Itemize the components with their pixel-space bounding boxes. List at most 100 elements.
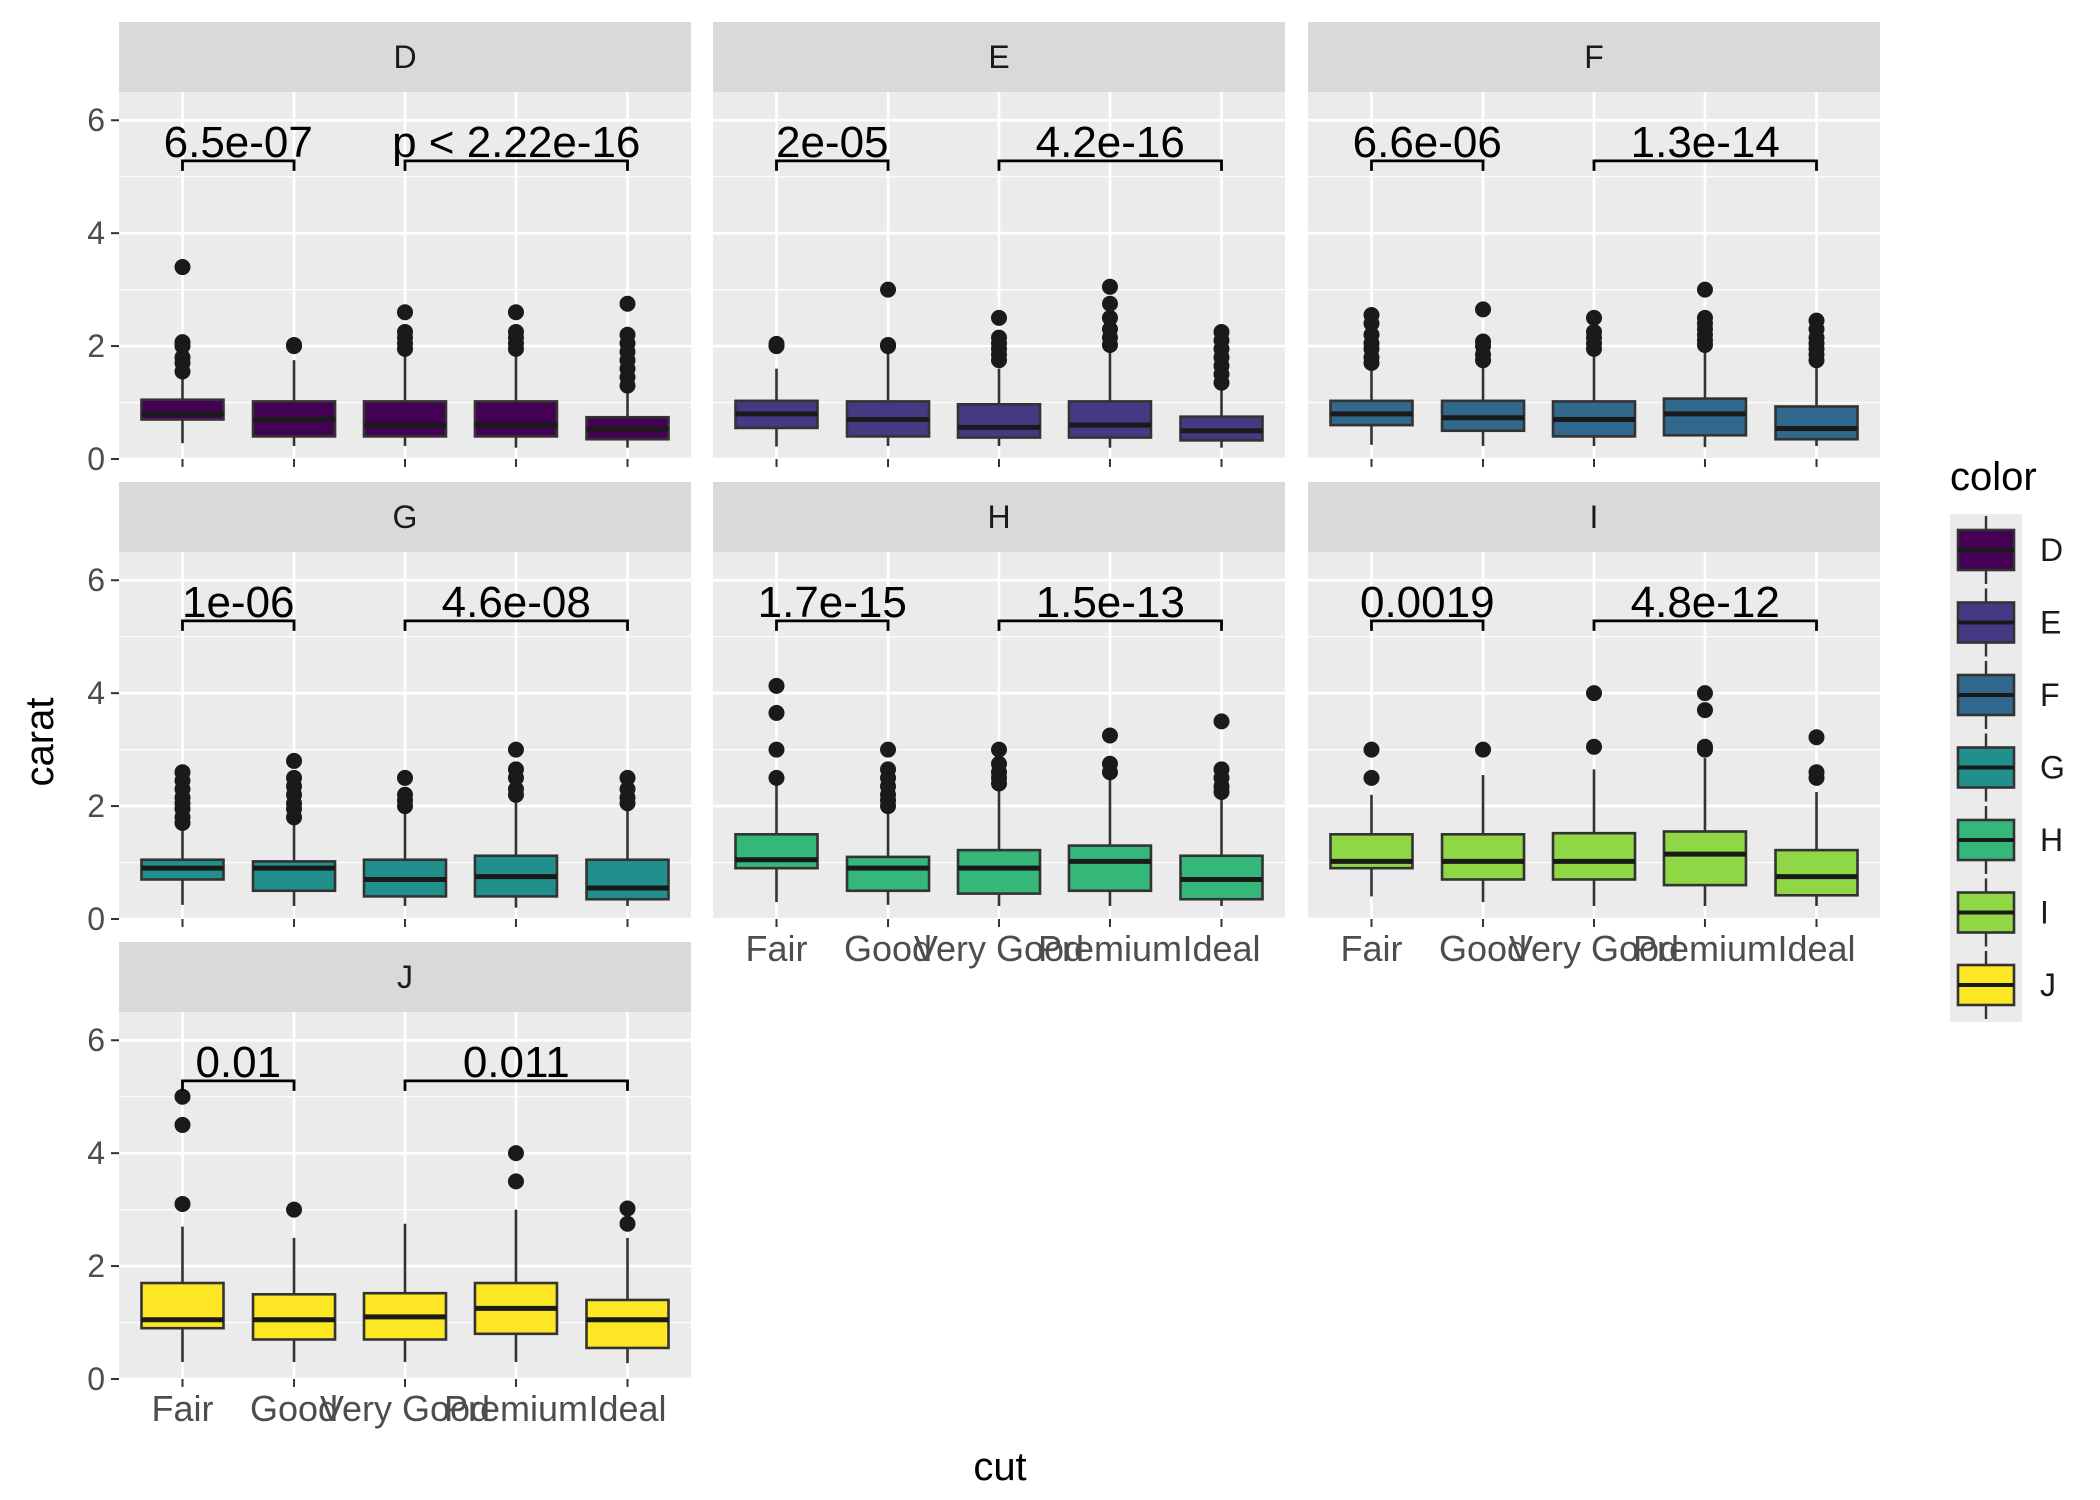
box-iqr: [1067, 400, 1153, 439]
facet-strip: [119, 942, 691, 1012]
p-value-label: 1.7e-15: [758, 578, 907, 627]
box-iqr: [362, 400, 448, 438]
box-iqr: [1551, 831, 1637, 881]
legend-label: D: [2040, 532, 2063, 568]
outlier-point: [174, 1195, 191, 1212]
box-iqr: [251, 1293, 337, 1341]
box-iqr: [1774, 848, 1859, 897]
p-value-label: 0.0019: [1360, 578, 1495, 627]
outlier-point: [174, 334, 191, 351]
x-tick-label: Very Good: [914, 928, 1084, 969]
bracket-line: [997, 619, 1223, 631]
p-value-label: 6.5e-07: [164, 118, 313, 167]
outlier-point: [174, 1116, 191, 1133]
box-fair: [1329, 307, 1414, 445]
box-ideal: [1774, 729, 1859, 907]
legend-label: F: [2040, 677, 2060, 713]
outlier-point: [507, 1173, 524, 1190]
outlier-point: [880, 281, 897, 298]
comparison-bracket: 4.6e-08: [403, 578, 629, 631]
p-value-label: 4.8e-12: [1631, 578, 1780, 627]
bracket-line: [403, 1079, 629, 1091]
outlier-point: [397, 786, 413, 803]
outlier-point: [1101, 321, 1118, 338]
x-tick-label: Ideal: [1182, 928, 1260, 969]
outlier-point: [1363, 307, 1380, 324]
box-premium: [1662, 281, 1748, 448]
outlier-point: [1101, 295, 1118, 312]
box-premium: [1067, 727, 1153, 907]
outlier-point: [619, 295, 636, 312]
outlier-point: [174, 764, 191, 781]
outlier-point: [619, 769, 636, 786]
legend-entry-D: D: [1956, 516, 2063, 584]
box-very-good: [956, 741, 1042, 907]
outlier-point: [768, 677, 785, 694]
facet-panel-F: F 6.6e-06 1.3e-14: [1308, 22, 1880, 467]
outlier-point: [768, 335, 785, 352]
box-premium: [473, 741, 559, 908]
x-tick-label: Very Good: [320, 1388, 490, 1429]
facet-strip-label: D: [393, 39, 416, 75]
box-fair: [734, 335, 819, 447]
box-iqr: [1662, 397, 1748, 437]
facet-strip: [1308, 22, 1880, 92]
outlier-point: [1586, 309, 1602, 326]
bracket-line: [403, 619, 629, 631]
bracket-line: [181, 159, 296, 171]
box-fair: [140, 259, 225, 444]
legend-entry-E: E: [1956, 588, 2061, 657]
facet-strip: [713, 22, 1285, 92]
box-iqr: [1774, 405, 1859, 441]
facet-strip-label: E: [988, 39, 1009, 75]
outlier-point: [619, 781, 636, 798]
box-good: [251, 336, 337, 447]
x-axis-title: cut: [973, 1445, 1026, 1489]
comparison-bracket: 1e-06: [181, 578, 296, 631]
box-very-good: [362, 1223, 448, 1363]
outlier-point: [1213, 713, 1230, 730]
legend-title: color: [1950, 455, 2037, 499]
facet-strip-label: G: [393, 499, 418, 535]
box-iqr: [585, 1298, 670, 1350]
outlier-point: [880, 761, 897, 778]
comparison-bracket: 6.6e-06: [1353, 118, 1502, 171]
outlier-point: [1696, 685, 1713, 702]
box-premium: [1662, 685, 1748, 907]
box-iqr: [1662, 830, 1748, 887]
bracket-line: [181, 1079, 296, 1091]
outlier-point: [1696, 702, 1713, 719]
x-tick-label: Premium: [1633, 928, 1777, 969]
box-good: [251, 752, 337, 907]
x-tick-label: Fair: [151, 1388, 213, 1429]
p-value-label: 6.6e-06: [1353, 118, 1502, 167]
facet-strip: [1308, 482, 1880, 552]
outlier-point: [286, 336, 303, 353]
outlier-point: [1213, 761, 1230, 778]
box-fair: [140, 764, 225, 905]
outlier-point: [619, 1215, 636, 1232]
legend-label: J: [2040, 967, 2056, 1003]
y-tick-label: 4: [87, 1135, 105, 1171]
legend-entry-J: J: [1956, 951, 2056, 1019]
outlier-point: [991, 755, 1007, 772]
outlier-point: [174, 349, 191, 366]
box-fair: [734, 677, 819, 903]
legend-entry-H: H: [1956, 806, 2063, 874]
outlier-point: [1696, 738, 1713, 755]
legend-label: I: [2040, 895, 2049, 931]
facet-panel-D: D 0 2 4 6 6.5e-07 p < 2.22e-16: [87, 22, 691, 477]
y-tick-label: 6: [87, 562, 105, 598]
comparison-bracket: 4.8e-12: [1592, 578, 1818, 631]
box-ideal: [1179, 713, 1264, 907]
bracket-line: [1592, 619, 1818, 631]
outlier-point: [880, 336, 897, 353]
y-tick-label: 6: [87, 102, 105, 138]
box-iqr: [956, 848, 1042, 895]
box-fair: [1329, 741, 1414, 897]
outlier-point: [507, 761, 524, 778]
y-tick-label: 2: [87, 328, 105, 364]
facet-strip-label: I: [1590, 499, 1599, 535]
